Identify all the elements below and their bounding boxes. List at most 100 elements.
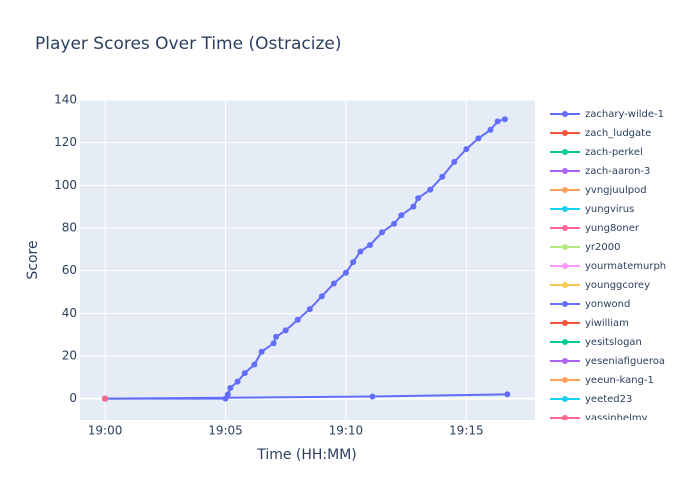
legend-marker [562, 320, 568, 326]
legend-label: yourmatemurph [585, 261, 666, 272]
data-point [251, 361, 258, 368]
legend-item[interactable]: zach_ludgate [550, 128, 651, 139]
plot-background [80, 100, 535, 420]
data-point [357, 248, 364, 255]
data-point [427, 186, 434, 193]
legend-marker [562, 168, 568, 174]
legend-marker [562, 301, 568, 307]
data-point [439, 173, 446, 180]
legend-item[interactable]: yonwond [550, 299, 630, 310]
legend-label: zachary-wilde-1 [585, 109, 664, 120]
legend-label: yungvirus [585, 204, 634, 215]
data-point [501, 116, 508, 123]
legend-item[interactable]: yung8oner [550, 223, 640, 234]
legend-item[interactable]: zachary-wilde-1 [550, 109, 664, 120]
data-point [258, 348, 265, 355]
x-tick-label: 19:05 [208, 424, 243, 438]
legend-item[interactable]: yvngjuulpod [550, 185, 647, 196]
legend-item[interactable]: zach-aaron-3 [550, 166, 650, 177]
legend-label: zach-aaron-3 [585, 166, 650, 177]
data-point [391, 220, 398, 227]
legend-label: yeeun-kang-1 [585, 375, 654, 386]
data-point [330, 280, 337, 287]
data-point [451, 158, 458, 165]
y-tick-label: 20 [62, 349, 77, 363]
legend-label: yung8oner [585, 223, 640, 234]
legend-label: yassinhelmy [585, 413, 648, 424]
data-point [306, 306, 313, 313]
data-point [294, 316, 301, 323]
legend-marker [562, 282, 568, 288]
legend-marker [562, 206, 568, 212]
legend-marker [562, 339, 568, 345]
legend-marker [562, 377, 568, 383]
data-point [379, 229, 386, 236]
legend-marker [562, 187, 568, 193]
legend-item[interactable]: yeseniafigueroa [550, 356, 665, 367]
data-point [475, 135, 482, 142]
legend-marker [562, 358, 568, 364]
data-point [224, 391, 231, 398]
data-point [241, 370, 248, 377]
y-tick-label: 0 [69, 391, 77, 405]
data-point [318, 293, 325, 300]
legend-label: yeseniafigueroa [585, 356, 665, 367]
legend-item[interactable]: younggcorey [550, 280, 650, 291]
grid [80, 99, 535, 420]
data-point [273, 333, 280, 340]
axes: 0 20 40 60 80 100 120 140 19:00 19:05 19:10 19:15 [54, 93, 484, 438]
data-point [270, 340, 277, 347]
data-point [398, 212, 405, 219]
y-tick-label: 120 [54, 135, 77, 149]
data-point [463, 146, 470, 153]
legend-marker [562, 149, 568, 155]
data-point [369, 393, 376, 400]
data-point [494, 118, 501, 125]
y-tick-label: 80 [62, 221, 77, 235]
data-point [504, 391, 511, 398]
legend-item[interactable]: yourmatemurph [550, 261, 666, 272]
y-tick-label: 60 [62, 263, 77, 277]
data-point [342, 269, 349, 276]
legend-label: yr2000 [585, 242, 620, 253]
data-point [350, 259, 357, 266]
legend-label: yiwilliam [585, 318, 629, 329]
x-tick-label: 19:10 [329, 424, 364, 438]
x-tick-label: 19:00 [88, 424, 123, 438]
legend-marker [562, 225, 568, 231]
legend-marker [562, 263, 568, 269]
legend-item[interactable]: yeeted23 [550, 394, 632, 405]
legend-item[interactable]: yeeun-kang-1 [550, 375, 654, 386]
legend[interactable]: zachary-wilde-1 zach_ludgate zach-perkel za… [550, 109, 666, 424]
legend-item[interactable]: yungvirus [550, 204, 634, 215]
legend-item[interactable]: yr2000 [550, 242, 620, 253]
legend-marker [562, 111, 568, 117]
legend-marker [562, 415, 568, 420]
legend-label: younggcorey [585, 280, 650, 291]
x-tick-label: 19:15 [449, 424, 484, 438]
legend-label: yesitslogan [585, 337, 642, 348]
legend-item[interactable]: yesitslogan [550, 337, 642, 348]
y-tick-label: 40 [62, 306, 77, 320]
legend-label: yonwond [585, 299, 630, 310]
legend-label: yvngjuulpod [585, 185, 647, 196]
plot-area [102, 116, 511, 402]
legend-item[interactable]: yiwilliam [550, 318, 629, 329]
chart-title: Player Scores Over Time (Ostracize) [35, 34, 342, 54]
data-point [227, 385, 234, 391]
legend-item[interactable]: zach-perkel [550, 147, 643, 158]
data-point [487, 126, 494, 133]
y-axis-title: Score [25, 240, 41, 279]
data-point [234, 378, 241, 385]
legend-item[interactable]: yassinhelmy [550, 413, 648, 424]
legend-marker [562, 130, 568, 136]
x-axis-title: Time (HH:MM) [256, 447, 357, 463]
legend-label: yeeted23 [585, 394, 632, 405]
y-tick-label: 140 [54, 93, 77, 107]
legend-marker [562, 244, 568, 250]
data-point [410, 203, 417, 210]
legend-marker [562, 396, 568, 402]
y-tick-label: 100 [54, 178, 77, 192]
data-point [282, 327, 289, 334]
